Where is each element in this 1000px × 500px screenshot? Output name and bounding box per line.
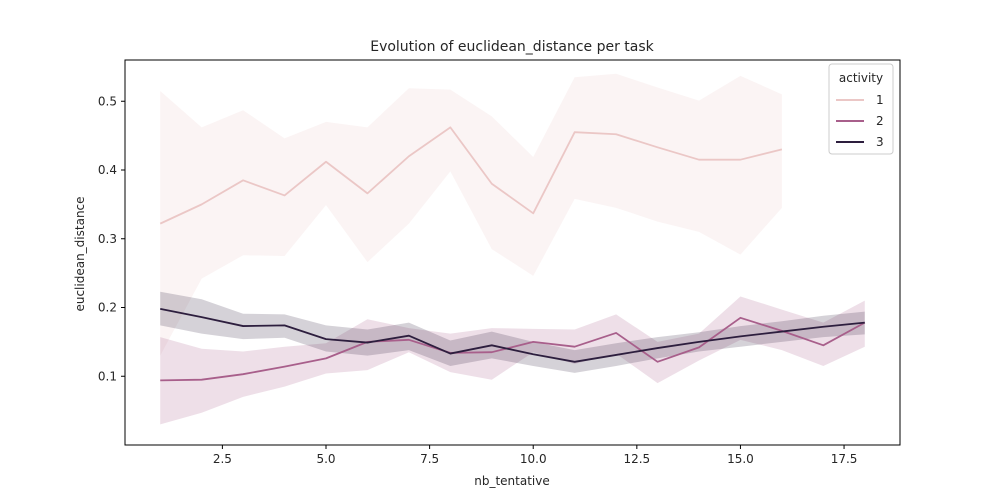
- legend-items: 1 2 3: [836, 93, 884, 149]
- line-activity-3: [160, 307, 865, 363]
- y-axis-ticks: 0.1 0.2 0.3 0.4 0.5: [98, 94, 125, 383]
- legend-label-activity-2: 2: [876, 114, 884, 128]
- x-tick-label: 10.0: [520, 452, 547, 466]
- y-tick-label: 0.2: [98, 301, 117, 315]
- x-axis-title: nb_tentative: [474, 474, 550, 488]
- confidence-bands: [160, 73, 865, 425]
- x-axis-ticks: 2.5 5.0 7.5 10.0 12.5 15.0 17.5: [213, 445, 858, 466]
- legend-label-activity-1: 1: [876, 93, 884, 107]
- y-tick-label: 0.5: [98, 94, 117, 108]
- y-tick-label: 0.4: [98, 163, 117, 177]
- y-axis-title: euclidean_distance: [73, 196, 87, 311]
- legend: activity 1 2 3: [828, 63, 894, 155]
- x-tick-label: 7.5: [420, 452, 439, 466]
- legend-label-activity-3: 3: [876, 135, 884, 149]
- legend-title: activity: [839, 71, 883, 85]
- x-tick-label: 2.5: [213, 452, 232, 466]
- x-tick-label: 17.5: [831, 452, 858, 466]
- band-activity-3: [160, 291, 865, 373]
- chart-title: Evolution of euclidean_distance per task: [370, 39, 654, 55]
- plot-frame: [124, 59, 901, 446]
- y-tick-label: 0.3: [98, 232, 117, 246]
- y-tick-label: 0.1: [98, 369, 117, 383]
- series-lines: [159, 126, 866, 382]
- legend-box: [828, 63, 894, 155]
- line-activity-1: [159, 126, 783, 225]
- x-tick-label: 5.0: [316, 452, 335, 466]
- band-activity-1: [160, 73, 782, 356]
- x-tick-label: 15.0: [727, 452, 754, 466]
- line-activity-2: [160, 316, 866, 382]
- x-tick-label: 12.5: [623, 452, 650, 466]
- band-activity-2: [160, 296, 865, 425]
